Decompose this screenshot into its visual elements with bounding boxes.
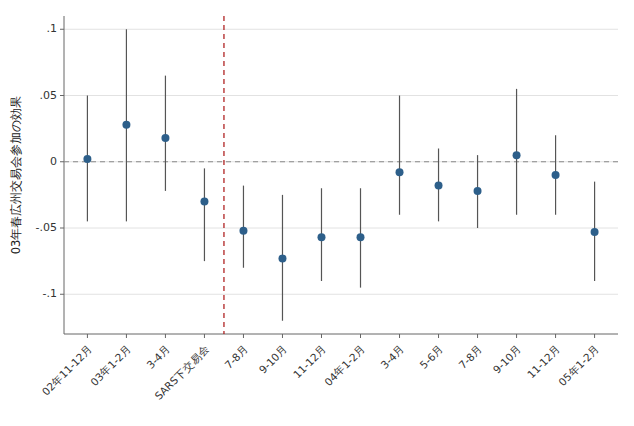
x-tick-label: 04年1-2月: [322, 343, 368, 389]
x-tick: [282, 334, 283, 338]
zero-line: [64, 161, 618, 162]
x-tick: [399, 334, 400, 338]
y-tick: [60, 95, 64, 96]
x-tick: [204, 334, 205, 338]
plot-area: [64, 16, 618, 334]
x-tick: [321, 334, 322, 338]
x-tick-label: SARS下交易会: [152, 343, 211, 402]
x-tick-label: 02年11-12月: [39, 343, 94, 398]
y-tick-label: -.05: [36, 221, 57, 234]
y-tick-label: .05: [40, 89, 58, 102]
point-estimate: [317, 233, 325, 241]
y-tick: [60, 294, 64, 295]
x-tick-label: 05年1-2月: [556, 343, 602, 389]
y-tick-label: -.1: [43, 287, 57, 300]
y-tick-label: 0: [50, 155, 57, 168]
point-estimate: [122, 121, 130, 129]
x-tick-label: 3-4月: [378, 343, 406, 371]
y-tick-label: .1: [47, 22, 58, 35]
x-tick-label: 5-6月: [417, 343, 445, 371]
grid-line: [64, 95, 618, 96]
x-tick-label: 7-8月: [222, 343, 250, 371]
x-tick: [438, 334, 439, 338]
x-tick-label: 7-8月: [456, 343, 484, 371]
point-estimate: [161, 134, 169, 142]
point-estimate: [83, 155, 91, 163]
grid-line: [64, 29, 618, 30]
ci-line: [204, 168, 205, 261]
x-tick-label: 9-10月: [256, 343, 289, 376]
x-tick-label: 9-10月: [491, 343, 524, 376]
point-estimate: [513, 151, 521, 159]
y-tick: [60, 228, 64, 229]
event-line: [223, 16, 224, 334]
x-axis-line: [64, 334, 618, 335]
x-axis: 02年11-12月03年1-2月3-4月SARS下交易会7-8月9-10月11-…: [39, 334, 601, 402]
point-estimate: [552, 171, 560, 179]
ci-line: [399, 96, 400, 215]
point-estimate: [474, 187, 482, 195]
x-tick: [594, 334, 595, 338]
x-tick: [555, 334, 556, 338]
x-tick: [126, 334, 127, 338]
point-estimate: [591, 228, 599, 236]
point-estimate: [357, 233, 365, 241]
point-estimate: [435, 182, 443, 190]
x-tick: [165, 334, 166, 338]
y-axis-line: [64, 16, 65, 334]
x-tick: [87, 334, 88, 338]
x-tick: [360, 334, 361, 338]
y-tick: [60, 161, 64, 162]
y-tick: [60, 29, 64, 30]
x-tick: [516, 334, 517, 338]
x-tick: [477, 334, 478, 338]
point-estimate: [278, 254, 286, 262]
grid: [64, 29, 618, 294]
grid-line: [64, 294, 618, 295]
chart: -.1-.050.05.102年11-12月03年1-2月3-4月SARS下交易…: [0, 0, 634, 426]
x-tick-label: 03年1-2月: [88, 343, 134, 389]
grid-line: [64, 228, 618, 229]
x-tick-label: 3-4月: [144, 343, 172, 371]
x-tick-label: 11-12月: [525, 343, 563, 381]
point-estimate: [200, 198, 208, 206]
x-tick-label: 11-12月: [291, 343, 329, 381]
y-axis: -.1 -.05 0 .05 .1: [36, 16, 64, 334]
ci-line: [165, 76, 166, 191]
y-axis-title: 03年春広州交易会参加の効果: [9, 96, 23, 255]
point-estimate: [396, 168, 404, 176]
x-tick: [243, 334, 244, 338]
point-estimate: [239, 227, 247, 235]
grid-line: [64, 161, 618, 162]
